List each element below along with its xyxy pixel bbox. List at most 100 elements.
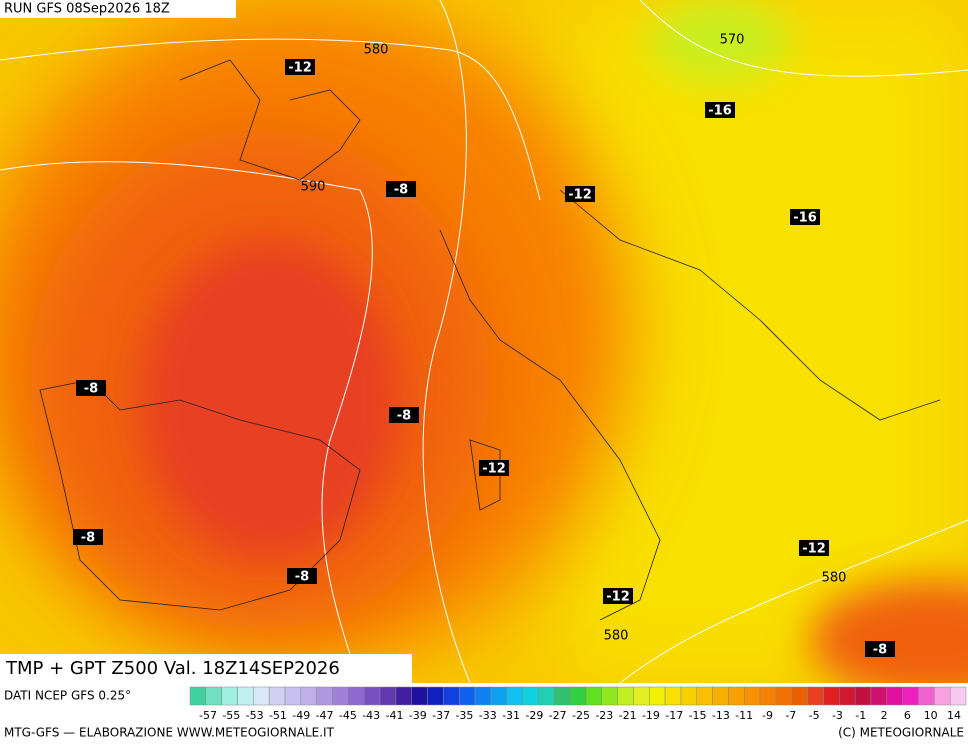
colorbar-label: -3 xyxy=(832,709,843,722)
colorbar-swatch xyxy=(918,686,935,706)
colorbar-swatch xyxy=(379,686,397,706)
temperature-label-box xyxy=(73,529,103,545)
temperature-label-box xyxy=(285,59,315,75)
colorbar-swatch xyxy=(712,686,729,706)
colorbar-label: 10 xyxy=(924,709,938,722)
colorbar-label: -13 xyxy=(712,709,730,722)
colorbar-label: -11 xyxy=(735,709,753,722)
colorbar-label: -7 xyxy=(785,709,796,722)
run-box xyxy=(0,0,236,18)
temperature-label: -8 xyxy=(873,643,887,658)
temperature-label: -12 xyxy=(802,542,826,557)
temperature-label: -8 xyxy=(81,531,95,546)
colorbar-label: -41 xyxy=(386,709,404,722)
colorbar-label: 6 xyxy=(904,709,911,722)
colorbar-swatch xyxy=(253,686,270,706)
contour-label: 580 xyxy=(604,629,629,644)
colorbar-label: -5 xyxy=(809,709,820,722)
colorbar-swatch xyxy=(458,686,476,706)
temperature-label-box xyxy=(603,588,633,604)
colorbar-swatch xyxy=(585,686,603,706)
temperature-label-box xyxy=(389,407,419,423)
colorbar-swatch xyxy=(553,686,571,706)
colorbar-swatch xyxy=(522,686,539,706)
colorbar-label: -19 xyxy=(642,709,660,722)
colorbar-label: 2 xyxy=(881,709,888,722)
colorbar-swatch xyxy=(490,686,507,706)
colorbar-swatch xyxy=(284,686,302,706)
colorbar-swatch xyxy=(680,686,698,706)
colorbar-swatch xyxy=(839,686,856,706)
colorbar-label: -21 xyxy=(619,709,637,722)
colorbar-swatch xyxy=(237,686,254,706)
colorbar-swatch xyxy=(664,686,682,706)
temperature-label-box xyxy=(799,540,829,556)
run-label: RUN GFS 08Sep2026 18Z xyxy=(4,2,170,17)
colorbar-swatch xyxy=(569,686,587,706)
contour-label: 580 xyxy=(822,571,847,586)
geopotential-contours xyxy=(0,0,968,684)
temperature-label: -8 xyxy=(84,382,98,397)
colorbar-label: -43 xyxy=(362,709,380,722)
contour-label: 570 xyxy=(720,33,745,48)
colorbar-swatch xyxy=(538,686,555,706)
colorbar-label: -47 xyxy=(316,709,334,722)
colorbar-label: -25 xyxy=(572,709,590,722)
colorbar-swatch xyxy=(348,686,365,706)
colorbar-label: -49 xyxy=(292,709,310,722)
contour-label: 590 xyxy=(301,180,326,195)
temperature-label: -8 xyxy=(295,570,309,585)
coastlines xyxy=(39,59,941,621)
colorbar-swatch xyxy=(395,686,412,706)
colorbar-swatch xyxy=(506,686,523,706)
contour-label: 580 xyxy=(364,43,389,58)
credit-label: MTG-GFS — ELABORAZIONE WWW.METEOGIORNALE… xyxy=(4,726,335,740)
colorbar-swatch xyxy=(332,686,349,706)
colorbar: -57 -55 -53 -51 -49 -47 -45 -43 -41 -39 -37 -35 -33-… xyxy=(189,686,967,722)
colorbar-swatch xyxy=(934,686,951,706)
colorbar-swatch xyxy=(363,686,381,706)
colorbar-swatch xyxy=(759,686,777,706)
title-box xyxy=(0,654,412,683)
colorbar-swatch xyxy=(268,686,286,706)
map-field xyxy=(0,0,968,700)
colorbar-swatch xyxy=(870,686,888,706)
colorbar-label: -15 xyxy=(689,709,707,722)
copyright-label: (C) METEOGIORNALE xyxy=(838,726,964,740)
colorbar-label: -51 xyxy=(269,709,287,722)
colorbar-swatch xyxy=(902,686,919,706)
colorbar-label: -45 xyxy=(339,709,357,722)
colorbar-label: -57 xyxy=(199,709,217,722)
temperature-label: -16 xyxy=(708,104,732,119)
temperature-label: -12 xyxy=(482,462,506,477)
source-label: DATI NCEP GFS 0.25° xyxy=(4,689,131,703)
colorbar-label: -9 xyxy=(762,709,773,722)
colorbar-label: -23 xyxy=(595,709,613,722)
colorbar-swatch xyxy=(617,686,634,706)
colorbar-swatch xyxy=(474,686,492,706)
temperature-label-box xyxy=(705,102,735,118)
colorbar-label: -37 xyxy=(432,709,450,722)
colorbar-label: 14 xyxy=(947,709,961,722)
colorbar-swatch xyxy=(221,686,238,706)
colorbar-swatch xyxy=(633,686,650,706)
temperature-label: -12 xyxy=(568,188,592,203)
temperature-label-box xyxy=(790,209,820,225)
map-title: TMP + GPT Z500 Val. 18Z14SEP2026 xyxy=(5,658,340,679)
temperature-label: -16 xyxy=(793,211,817,226)
colorbar-swatch xyxy=(744,686,761,706)
colorbar-label: -17 xyxy=(665,709,683,722)
colorbar-label: -27 xyxy=(549,709,567,722)
temperature-labels: -12 -16 -8 -12 -16 -8 -8 -12 -8 -12 -8 -12 -8 xyxy=(73,59,895,658)
temperature-label: -8 xyxy=(394,183,408,198)
colorbar-swatch xyxy=(696,686,713,706)
temperature-label-box xyxy=(565,186,595,202)
colorbar-swatch xyxy=(791,686,808,706)
colorbar-swatch xyxy=(728,686,745,706)
colorbar-swatch xyxy=(443,686,460,706)
colorbar-swatch xyxy=(316,686,333,706)
contour-labels: 580 570 590 580 580 xyxy=(301,33,847,644)
colorbar-label: -31 xyxy=(502,709,520,722)
temperature-label: -12 xyxy=(288,61,312,76)
colorbar-label: -55 xyxy=(222,709,240,722)
